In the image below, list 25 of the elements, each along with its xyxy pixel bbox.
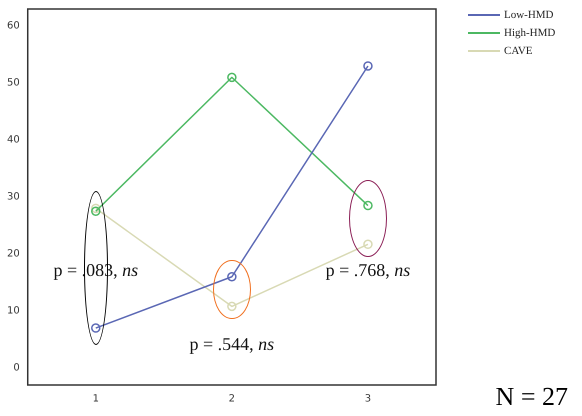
y-tick-label: 50 bbox=[6, 78, 20, 89]
text: N = 27 bbox=[496, 382, 568, 412]
legend-label: High-HMD bbox=[504, 27, 556, 39]
point bbox=[363, 240, 373, 250]
x-tick-label: 3 bbox=[364, 394, 372, 405]
annotation: p = .768, ns bbox=[326, 260, 410, 280]
point bbox=[91, 204, 101, 214]
legend-label: CAVE bbox=[504, 45, 533, 57]
point bbox=[227, 302, 237, 312]
point bbox=[227, 272, 237, 282]
y-tick-label: 30 bbox=[6, 192, 20, 203]
annotation: p = .544, ns bbox=[190, 334, 274, 354]
legend-label: Low-HMD bbox=[504, 9, 554, 21]
y-tick-label: 0 bbox=[13, 362, 20, 374]
point bbox=[227, 72, 237, 82]
x-tick-label: 2 bbox=[228, 394, 236, 405]
point bbox=[91, 206, 101, 216]
point bbox=[91, 323, 101, 333]
y-tick-label: 60 bbox=[6, 20, 20, 32]
point bbox=[363, 200, 373, 210]
y-tick-label: 20 bbox=[6, 248, 20, 260]
x-tick-label: 1 bbox=[92, 394, 99, 405]
y-tick-label: 40 bbox=[6, 134, 20, 146]
y-tick-label: 10 bbox=[6, 306, 20, 317]
point bbox=[363, 61, 373, 71]
